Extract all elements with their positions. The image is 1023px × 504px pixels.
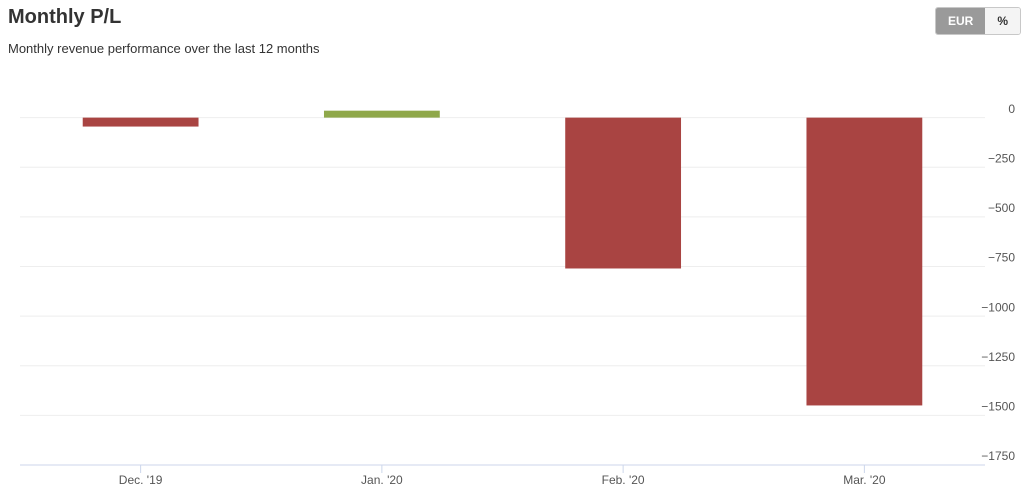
y-tick-label: −500 bbox=[988, 201, 1015, 215]
x-tick-label: Dec. '19 bbox=[119, 473, 163, 487]
chart-title: Monthly P/L bbox=[8, 6, 122, 28]
bar bbox=[806, 117, 923, 406]
y-tick-label: 0 bbox=[1008, 102, 1015, 116]
x-tick-label: Mar. '20 bbox=[843, 473, 886, 487]
chart-subtitle: Monthly revenue performance over the las… bbox=[8, 41, 320, 56]
unit-button[interactable]: EUR bbox=[935, 8, 986, 34]
bar bbox=[323, 110, 440, 118]
y-tick-label: −1750 bbox=[981, 449, 1015, 463]
bar bbox=[82, 117, 199, 127]
unit-toggle: EUR % bbox=[934, 7, 1021, 35]
y-tick-label: −1250 bbox=[981, 350, 1015, 364]
unit-button[interactable]: % bbox=[985, 8, 1020, 34]
y-tick-label: −1000 bbox=[981, 300, 1015, 314]
y-tick-label: −250 bbox=[988, 151, 1015, 165]
x-tick-label: Feb. '20 bbox=[602, 473, 645, 487]
y-tick-label: −1500 bbox=[981, 400, 1015, 414]
y-tick-label: −750 bbox=[988, 251, 1015, 265]
x-tick-label: Jan. '20 bbox=[361, 473, 403, 487]
bar bbox=[565, 117, 682, 269]
